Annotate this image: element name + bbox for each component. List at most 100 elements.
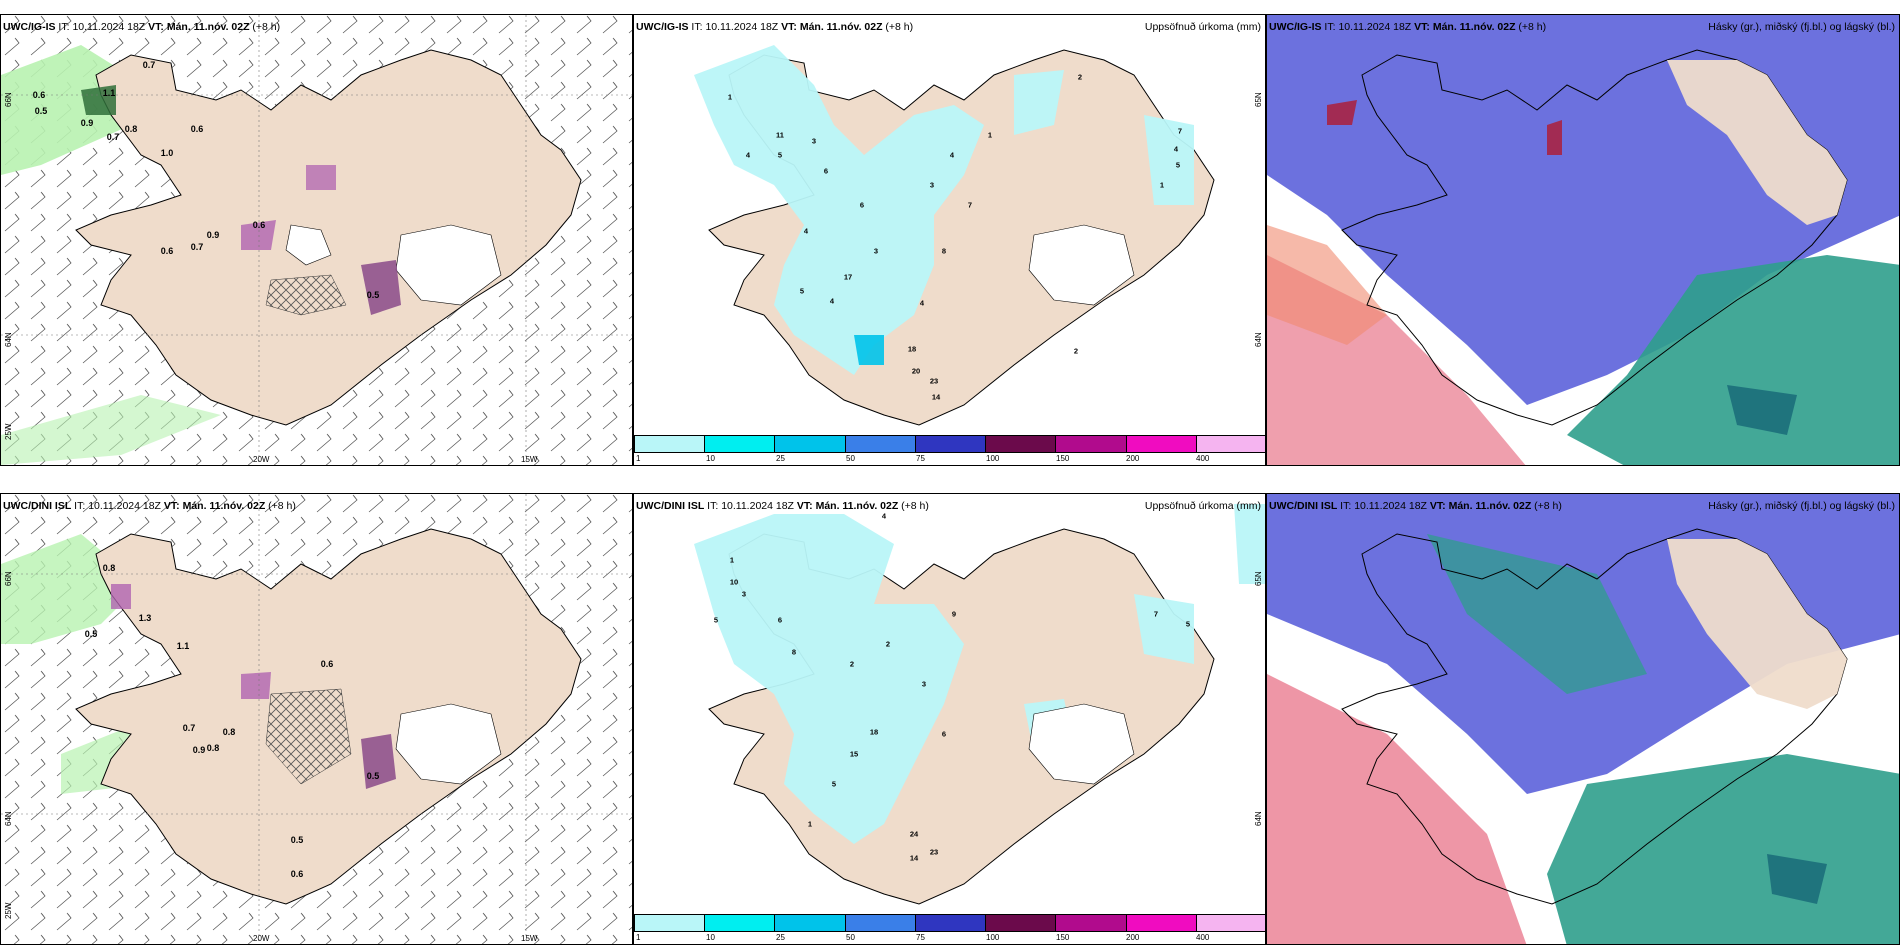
- value-label: 1: [727, 92, 733, 102]
- lead-time: (+8 h): [885, 21, 914, 33]
- vt-label: VT:: [781, 21, 797, 33]
- value-label: 3: [929, 180, 935, 190]
- value-label: 0.5: [290, 835, 304, 845]
- value-label: 1: [729, 555, 735, 565]
- model-name: UWC/IG-IS: [1269, 21, 1322, 33]
- wind-map: [1, 494, 632, 944]
- colorbar-seg: [845, 436, 916, 452]
- precip-area: [694, 45, 984, 375]
- panel-title-right: Hásky (gr.), miðský (fj.bl.) og lágský (…: [1708, 500, 1895, 512]
- precip-colorbar: [634, 435, 1265, 453]
- it-label: IT:: [1340, 500, 1352, 512]
- lon-label-15w: 15W: [521, 934, 538, 943]
- wind-panel-row2: UWC/DINI ISL IT: 10.11.2024 18Z VT: Mán.…: [0, 493, 633, 945]
- colorbar-seg: [635, 915, 706, 931]
- value-label: 0.7: [190, 242, 204, 252]
- lat-label-66n: 66N: [4, 92, 13, 107]
- precip-panel-row1: UWC/IG-IS IT: 10.11.2024 18Z VT: Mán. 11…: [633, 14, 1266, 466]
- glacier: [395, 224, 502, 306]
- value-label: 0.5: [34, 106, 48, 116]
- value-label: 4: [745, 150, 751, 160]
- value-label: 1.1: [176, 641, 190, 651]
- lead-time: (+8 h): [268, 500, 296, 512]
- lat-label-64n: 64N: [1254, 811, 1263, 826]
- valid-time: Mán. 11.nóv. 02Z: [182, 500, 266, 512]
- model-name: UWC/IG-IS: [3, 21, 56, 33]
- colorbar-seg: [705, 436, 776, 452]
- value-label: 17: [843, 272, 853, 282]
- wind-panel-row1: UWC/IG-IS IT: 10.11.2024 18Z VT: Mán. 11…: [0, 14, 633, 466]
- value-label: 6: [823, 166, 829, 176]
- cloud-map: [1267, 494, 1899, 944]
- value-label: 1.3: [138, 613, 152, 623]
- value-label: 0.5: [366, 290, 380, 300]
- value-label: 0.7: [142, 60, 156, 70]
- cloud-map: [1267, 15, 1899, 465]
- colorbar-seg: [1196, 915, 1265, 931]
- lead-time: (+8 h): [1518, 21, 1547, 33]
- value-label: 23: [929, 847, 939, 857]
- model-name: UWC/DINI ISL: [636, 500, 705, 512]
- value-label: 0.6: [320, 659, 334, 669]
- value-label: 18: [907, 344, 917, 354]
- it-label: IT:: [58, 21, 70, 33]
- value-label: 0.9: [80, 118, 94, 128]
- lead-time: (+8 h): [252, 21, 281, 33]
- value-label: 0.7: [106, 132, 120, 142]
- value-label: 11: [776, 130, 784, 140]
- colorbar-ticks: 1 10 25 50 75 100 150 200 400: [634, 933, 1265, 944]
- value-label: 0.6: [190, 124, 204, 134]
- lon-label-20w: 20W: [253, 934, 270, 943]
- value-label: 20: [911, 366, 921, 376]
- vt-label: VT:: [796, 500, 813, 512]
- init-time: 10.11.2024 18Z: [72, 21, 146, 33]
- value-label: 2: [1077, 72, 1083, 82]
- value-label: 4: [881, 511, 887, 521]
- colorbar-seg: [986, 915, 1057, 931]
- panel-header: UWC/DINI ISL IT: 10.11.2024 18Z VT: Mán.…: [636, 500, 929, 512]
- panel-header: UWC/IG-IS IT: 10.11.2024 18Z VT: Mán. 11…: [3, 21, 280, 33]
- colorbar-seg: [775, 915, 846, 931]
- value-label: 0.6: [160, 246, 174, 256]
- value-label: 0.5: [84, 629, 98, 639]
- panel-title-right: Uppsöfnuð úrkoma (mm): [1144, 500, 1261, 512]
- value-label: 1: [987, 130, 993, 140]
- colorbar-ticks: 1 10 25 50 75 100 150 200 400: [634, 454, 1265, 465]
- lat-corner-label: 25W: [4, 902, 13, 919]
- valid-time: Mán. 11.nóv. 02Z: [815, 500, 899, 512]
- colorbar-tick: 400: [1196, 454, 1210, 463]
- value-label: 0.8: [102, 563, 116, 573]
- value-label: 0.7: [182, 723, 196, 733]
- value-label: 6: [941, 729, 947, 739]
- value-label: 0.8: [124, 124, 138, 134]
- value-label: 2: [849, 659, 855, 669]
- lat-corner-label: 25W: [4, 423, 13, 440]
- value-label: 1: [1159, 180, 1165, 190]
- lat-label-65n: 65N: [1254, 92, 1263, 107]
- value-label: 4: [1173, 144, 1179, 154]
- value-label: 2: [1073, 346, 1079, 356]
- lat-label-64n: 64N: [4, 811, 13, 826]
- value-label: 1: [807, 819, 813, 829]
- colorbar-tick: 150: [1056, 454, 1070, 463]
- value-label: 6: [777, 615, 783, 625]
- value-label: 5: [1185, 619, 1191, 629]
- model-name: UWC/DINI ISL: [3, 500, 72, 512]
- value-label: 4: [803, 226, 809, 236]
- precip-map: [634, 15, 1265, 465]
- value-label: 7: [1177, 126, 1183, 136]
- value-label: 1.0: [160, 148, 174, 158]
- value-label: 0.9: [206, 230, 220, 240]
- colorbar-seg: [775, 436, 846, 452]
- value-label: 7: [967, 200, 973, 210]
- colorbar-tick: 50: [846, 454, 855, 463]
- colorbar-seg: [915, 436, 987, 452]
- value-label: 7: [1153, 609, 1159, 619]
- it-label: IT:: [707, 500, 719, 512]
- it-label: IT:: [74, 500, 86, 512]
- colorbar-tick: 200: [1126, 454, 1140, 463]
- value-label: 15: [849, 749, 859, 759]
- value-label: 3: [921, 679, 927, 689]
- value-label: 1.1: [102, 88, 116, 98]
- vt-label: VT:: [1429, 500, 1446, 512]
